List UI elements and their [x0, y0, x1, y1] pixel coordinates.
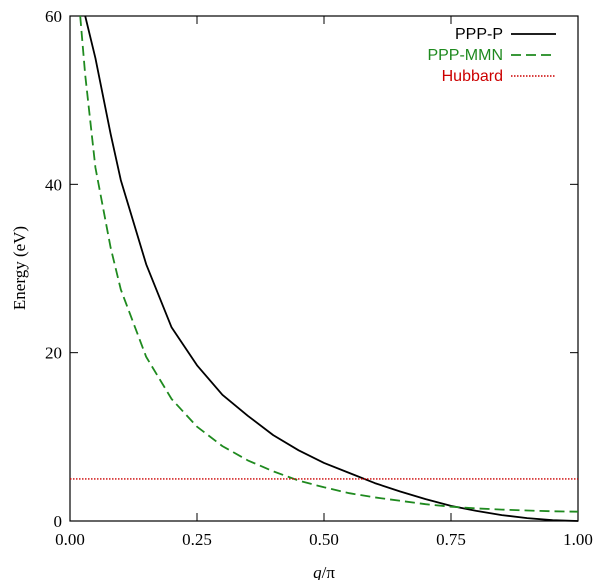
series-line-ppp-mmn	[79, 15, 579, 513]
x-tick-label: 0.75	[436, 530, 466, 549]
x-tick-label: 1.00	[563, 530, 593, 549]
axis-ticks: 0.00 0.25 0.50 0.75 1.00 0 20 40 60	[45, 7, 593, 549]
legend-label: Hubbard	[442, 68, 503, 85]
x-tick-label: 0.50	[309, 530, 339, 549]
x-axis-label-rest: /π	[322, 563, 336, 580]
legend-label: PPP-MMN	[427, 47, 503, 64]
x-axis-label: q/π	[313, 563, 335, 580]
y-axis-label: Energy (eV)	[10, 226, 29, 310]
series-line-ppp-p	[84, 15, 579, 522]
y-tick-label: 0	[54, 512, 63, 531]
plot-frame	[69, 15, 579, 522]
x-tick-label: 0.25	[182, 530, 212, 549]
x-axis-label-italic: q	[313, 563, 322, 580]
y-tick-label: 20	[45, 344, 62, 363]
legend: PPP-P PPP-MMN Hubbard	[427, 26, 556, 85]
y-tick-label: 60	[45, 7, 62, 26]
series-layer	[70, 15, 579, 522]
y-tick-label: 40	[45, 175, 62, 194]
x-tick-label: 0.00	[55, 530, 85, 549]
legend-label: PPP-P	[455, 26, 503, 43]
